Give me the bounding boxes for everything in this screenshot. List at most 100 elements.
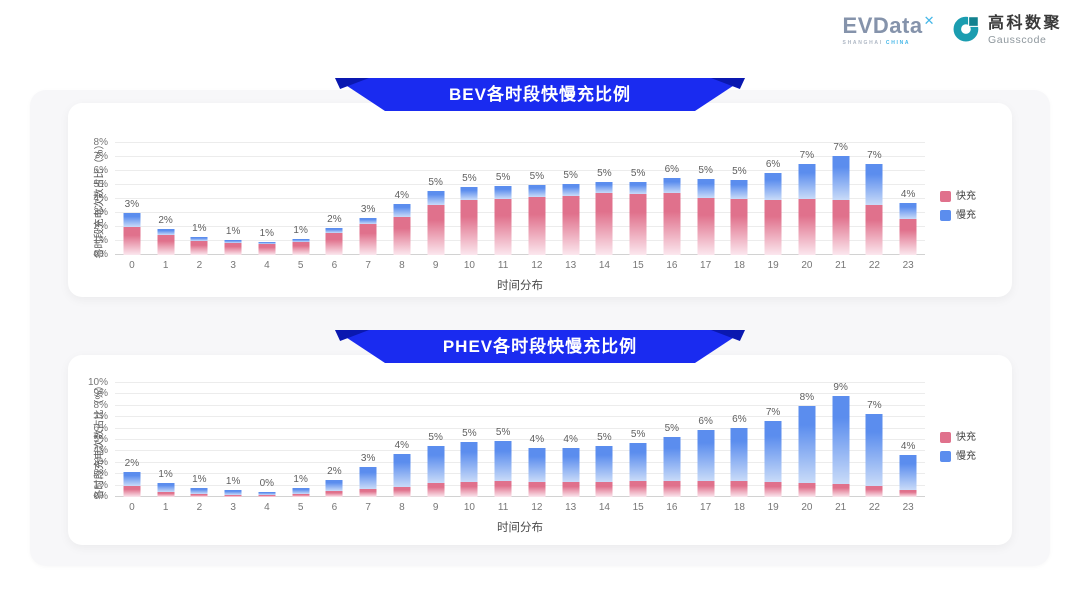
bar-11: 5%: [486, 383, 520, 497]
legend-swatch: [940, 432, 951, 443]
gridline: [115, 473, 925, 475]
bar-segment-fast: [663, 192, 681, 255]
bar-value-label: 7%: [765, 406, 781, 418]
bar-value-label: 5%: [597, 431, 612, 443]
bar-segment-slow: [393, 203, 411, 217]
gausscode-mark-icon: [953, 14, 981, 47]
x-tick-label: 6: [331, 260, 338, 271]
x-tick-label: 9: [432, 260, 439, 271]
bar-value-label: 4%: [900, 440, 916, 452]
bar-value-label: 5%: [495, 427, 511, 439]
bar-16: 6%: [655, 143, 689, 255]
y-tick-label: 1%: [93, 235, 108, 246]
y-tick-label: 0%: [93, 491, 108, 502]
bar-14: 5%: [588, 143, 622, 255]
bar-value-label: 5%: [462, 173, 477, 185]
bar-5: 1%: [284, 383, 318, 497]
bar-3: 1%: [216, 383, 250, 497]
x-tick-label: 12: [531, 260, 543, 271]
gridline: [115, 212, 925, 213]
bar-segment-fast: [798, 483, 816, 497]
bar-segment-fast: [123, 485, 141, 497]
bar-value-label: 3%: [360, 453, 376, 465]
x-tick-label: 11: [497, 502, 509, 513]
banner-fold-left: [335, 330, 369, 341]
x-tick-label: 15: [632, 502, 644, 513]
bar-segment-slow: [258, 492, 276, 496]
bar-segment-fast: [190, 494, 208, 497]
x-axis-line: [115, 496, 925, 497]
y-tick-label: 3%: [93, 207, 108, 218]
bar-segment-fast: [629, 481, 647, 497]
gridline: [115, 198, 925, 199]
gridline: [115, 484, 925, 486]
x-axis-title: 时间分布: [497, 280, 543, 292]
legend-label: 快充: [956, 190, 976, 202]
bar-value-label: 1%: [225, 226, 241, 238]
x-tick-label: 14: [598, 260, 610, 271]
phev-title-banner: PHEV各时段快慢充比例: [335, 330, 745, 363]
phev-chart: 各时段充电次数占比（%） 0% 1% 2% 3% 4% 5% 6% 7% 8% 9% 10% 2% 1%…: [68, 355, 1012, 545]
bar-value-label: 3%: [360, 203, 376, 215]
bar-14: 5%: [588, 383, 622, 497]
x-tick-label: 17: [700, 502, 712, 513]
y-tick-label: 2%: [93, 468, 108, 480]
bar-15: 5%: [621, 143, 655, 255]
bar-17: 5%: [689, 143, 723, 255]
bar-segment-slow: [325, 480, 343, 491]
gausscode-cn-name: 高科数聚: [987, 15, 1062, 33]
bar-segment-slow: [798, 164, 816, 199]
bar-11: 5%: [486, 143, 520, 255]
bar-1: 1%: [149, 383, 183, 497]
x-tick-label: 0: [129, 260, 135, 271]
bar-segment-slow: [562, 448, 580, 483]
bar-value-label: 5%: [529, 171, 545, 182]
bar-21: 7%: [824, 142, 858, 255]
bar-segment-fast: [123, 227, 141, 255]
bar-19: 7%: [756, 383, 790, 497]
bar-value-label: 1%: [225, 476, 241, 488]
bar-segment-slow: [595, 445, 613, 483]
bar-4: 0%: [250, 383, 284, 497]
legend-label: 慢充: [956, 450, 976, 462]
x-axis-line: [115, 254, 925, 255]
bar-8: 4%: [385, 143, 419, 255]
bar-21: 9%: [824, 382, 858, 497]
bar-4: 1%: [250, 143, 284, 255]
bar-20: 7%: [790, 143, 824, 255]
y-tick-label: 4%: [93, 193, 108, 204]
bar-segment-fast: [190, 241, 208, 255]
bar-9: 5%: [419, 383, 453, 497]
gridline: [115, 427, 925, 429]
bar-segment-fast: [494, 481, 512, 497]
plot-area: 0% 1% 2% 3% 4% 5% 6% 7% 8% 3% 2% 1% 1% 1% 1% 2% 3% 4% 5% 5%…: [94, 138, 925, 260]
bar-segment-slow: [460, 187, 478, 201]
bar-12: 4%: [520, 383, 554, 497]
bar-value-label: 5%: [563, 170, 578, 182]
x-axis-ticks: 0 1 2 3 4 5 6 7 8 9 10 11 12 13 14 15 16 17 18 19 20 21 22 23: [115, 261, 925, 273]
bar-segment-slow: [730, 180, 748, 199]
y-tick-label: 3%: [93, 456, 108, 468]
bar-segment-fast: [427, 483, 445, 497]
gridline: [115, 393, 925, 395]
x-tick-label: 20: [801, 260, 813, 271]
legend-swatch: [940, 191, 951, 202]
bar-segment-slow: [697, 179, 715, 198]
bar-18: 6%: [723, 383, 757, 497]
bar-value-label: 7%: [867, 399, 882, 411]
x-tick-label: 16: [666, 502, 678, 513]
gridline: [115, 450, 925, 452]
bar-5: 1%: [284, 143, 318, 255]
bar-value-label: 0%: [259, 478, 275, 490]
bar-segment-slow: [292, 488, 310, 495]
bar-7: 3%: [351, 383, 385, 497]
y-tick-label: 4%: [93, 445, 108, 457]
bar-value-label: 5%: [698, 165, 713, 177]
banner-ribbon-shape: [335, 78, 745, 111]
y-tick-label: 2%: [93, 221, 108, 232]
bar-20: 8%: [790, 383, 824, 497]
x-tick-label: 4: [264, 260, 270, 271]
bar-value-label: 1%: [293, 474, 308, 486]
bar-segment-fast: [798, 199, 816, 255]
bar-segment-fast: [460, 200, 478, 255]
